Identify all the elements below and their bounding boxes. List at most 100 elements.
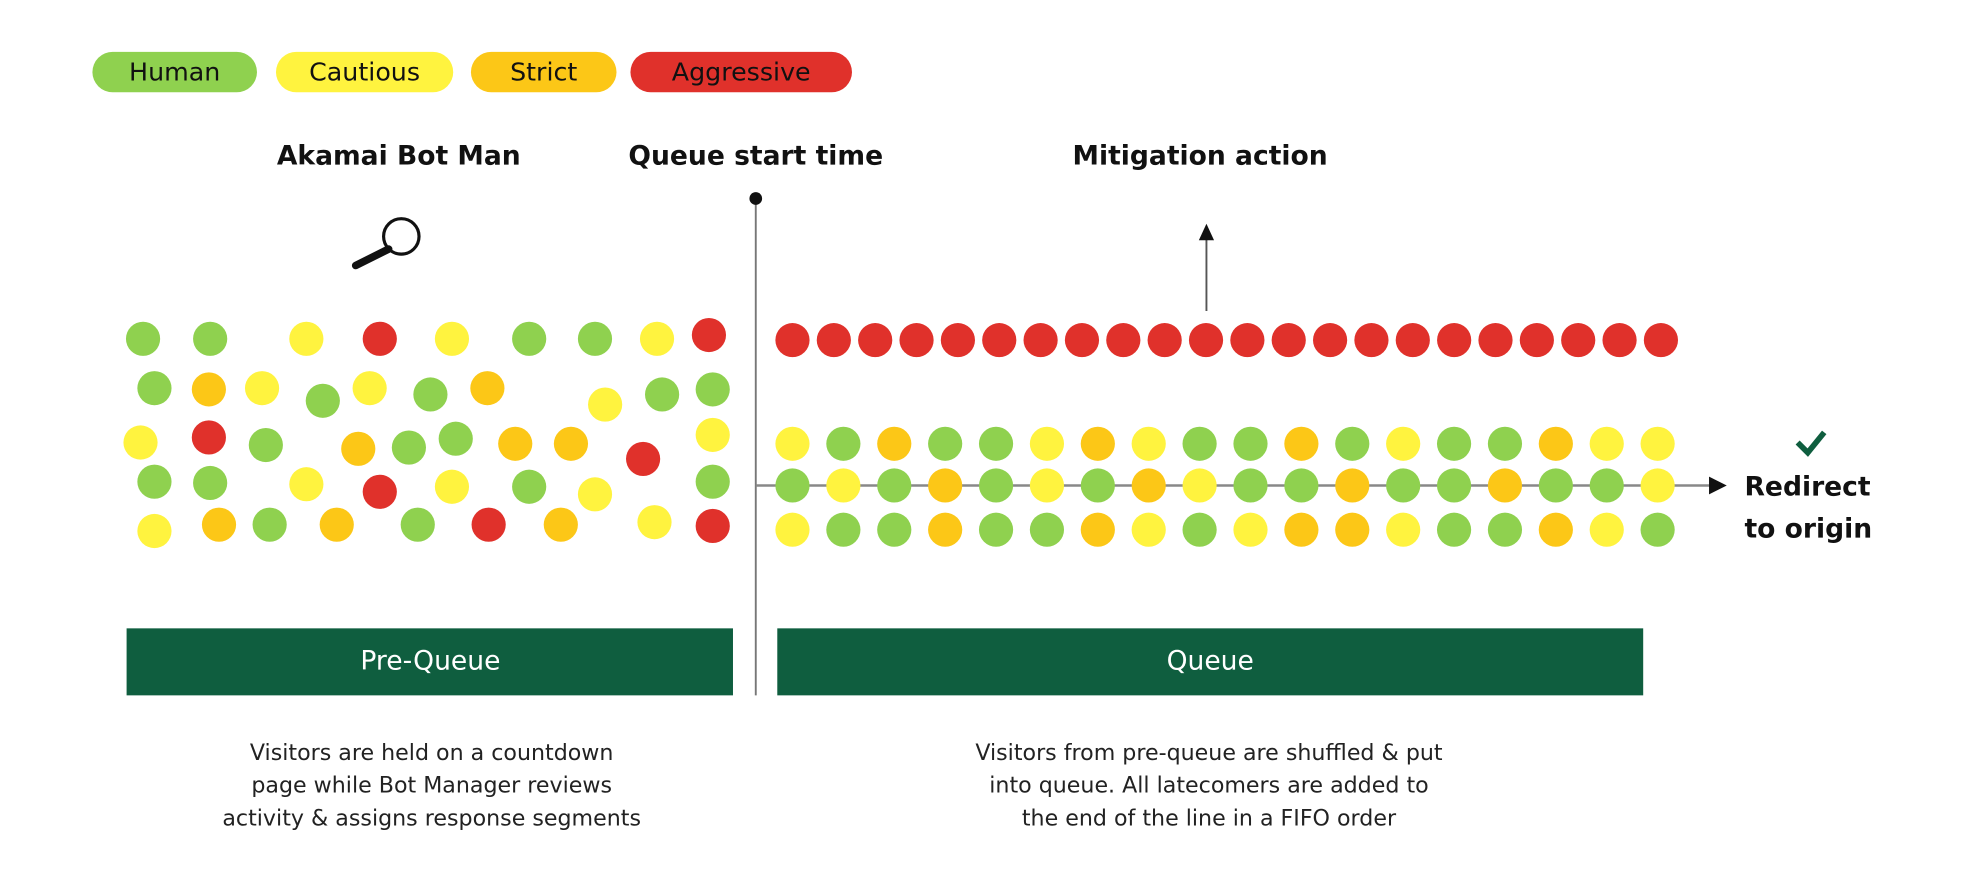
pre-queue-caption-3: activity & assigns response segments <box>222 806 641 832</box>
queue-bar: Queue <box>777 628 1644 696</box>
redirect-label-line1: Redirect <box>1744 472 1870 503</box>
visitor-dot-human <box>577 321 613 356</box>
heading-queue-start: Queue start time <box>628 140 883 171</box>
visitor-dot-aggressive <box>191 420 226 455</box>
visitor-dot-aggressive <box>362 474 397 509</box>
visitor-dot-strict <box>1080 512 1115 547</box>
visitor-dot-strict <box>191 372 226 407</box>
visitor-dot-strict <box>1538 426 1573 461</box>
visitor-dot-human <box>1436 512 1472 547</box>
visitor-dot-strict <box>1487 468 1523 503</box>
legend-item-strict: Strict <box>470 51 617 93</box>
visitor-dot-human <box>775 468 810 503</box>
visitor-dot-human <box>391 430 426 465</box>
visitor-dot-aggressive <box>982 323 1017 358</box>
visitor-dot-aggressive <box>1106 323 1141 358</box>
visitor-dot-cautious <box>826 468 861 503</box>
visitor-dot-human <box>1436 468 1472 503</box>
visitor-dot-strict <box>1335 512 1370 547</box>
pre-queue-caption-2: page while Bot Manager reviews <box>251 773 612 799</box>
visitor-dot-aggressive <box>471 507 506 542</box>
visitor-dot-aggressive <box>899 323 934 358</box>
mitigation-arrow <box>1198 223 1215 312</box>
visitor-dot-human <box>1233 426 1268 461</box>
heading-mitigation: Mitigation action <box>1073 140 1328 171</box>
visitor-dot-cautious <box>588 387 623 422</box>
visitor-dot-aggressive <box>695 508 730 544</box>
visitor-dot-human <box>978 468 1014 503</box>
visitor-dot-cautious <box>244 371 280 406</box>
legend-label: Strict <box>510 58 577 87</box>
visitor-dot-strict <box>319 507 354 542</box>
visitor-dot-strict <box>1335 468 1370 503</box>
visitor-dot-strict <box>877 426 912 461</box>
redirect-label-line2: to origin <box>1744 513 1872 544</box>
visitor-dot-strict <box>1080 426 1115 461</box>
visitor-dot-aggressive <box>1561 323 1596 358</box>
visitor-dot-strict <box>553 426 589 461</box>
visitor-dot-aggressive <box>1312 323 1348 358</box>
visitor-dot-cautious <box>137 513 172 549</box>
legend-swatch <box>630 51 852 93</box>
visitor-dot-human <box>1640 512 1675 547</box>
visitor-dot-human <box>877 468 912 503</box>
legend-swatch <box>470 51 617 93</box>
visitor-dot-strict <box>1131 468 1166 503</box>
visitor-dot-aggressive <box>1147 323 1182 358</box>
visitor-dot-strict <box>498 426 533 461</box>
queue-caption-3: the end of the line in a FIFO order <box>1022 806 1397 832</box>
visitor-dot-aggressive <box>1478 323 1513 358</box>
visitor-dot-human <box>1182 512 1217 547</box>
visitor-dot-human <box>1589 468 1624 503</box>
visitor-dot-cautious <box>434 469 470 504</box>
visitor-dot-human <box>1284 468 1319 503</box>
heading-bot-manager: Akamai Bot Man <box>277 140 521 171</box>
visitor-dot-human <box>877 512 912 547</box>
visitor-dot-strict <box>928 468 963 503</box>
visitor-dot-human <box>826 512 861 547</box>
visitor-dot-strict <box>928 512 963 547</box>
queue-caption-1: Visitors from pre-queue are shuffled & p… <box>975 740 1443 766</box>
visitor-dot-human <box>1335 426 1370 461</box>
magnifier-icon <box>351 217 421 270</box>
visitor-dot-human <box>978 512 1014 547</box>
visitor-dot-cautious <box>695 417 730 452</box>
visitor-dot-cautious <box>289 321 324 356</box>
visitor-dot-human <box>137 464 172 499</box>
visitor-dot-aggressive <box>691 317 727 353</box>
visitor-dot-aggressive <box>1188 323 1224 358</box>
visitor-dot-human <box>400 507 435 542</box>
visitor-dot-cautious <box>1131 512 1166 547</box>
visitor-dot-aggressive <box>1437 323 1472 358</box>
visitor-dot-cautious <box>1640 468 1675 503</box>
visitor-dot-human <box>1487 512 1523 547</box>
visitor-dot-aggressive <box>940 323 975 358</box>
visitor-dot-cautious <box>1233 512 1268 547</box>
visitor-dot-human <box>413 377 448 412</box>
visitor-dot-cautious <box>1131 426 1166 461</box>
visitor-dot-cautious <box>639 321 675 356</box>
legend-swatch <box>275 51 454 93</box>
visitor-dot-cautious <box>123 425 158 460</box>
visitor-dot-human <box>252 507 287 542</box>
visitor-dot-human <box>125 321 161 356</box>
visitor-dot-strict <box>1538 512 1573 547</box>
legend-item-cautious: Cautious <box>275 51 454 93</box>
visitor-dot-cautious <box>1640 426 1675 461</box>
visitor-dot-human <box>928 426 963 461</box>
visitor-dot-strict <box>201 507 237 542</box>
visitor-dot-human <box>695 464 730 499</box>
pre-queue-visitors <box>123 317 730 549</box>
visitor-dot-aggressive <box>1602 323 1637 358</box>
visitor-dot-human <box>1538 468 1573 503</box>
visitor-dot-cautious <box>1589 426 1624 461</box>
visitor-dot-aggressive <box>1643 323 1679 358</box>
visitor-dot-human <box>1029 512 1065 547</box>
legend-label: Human <box>129 58 220 87</box>
visitor-dot-human <box>438 421 473 456</box>
visitor-dot-aggressive <box>626 441 661 477</box>
legend: Human Cautious Strict Aggressive <box>92 51 852 93</box>
visitor-dot-human <box>305 383 340 418</box>
visitor-dot-strict <box>543 507 578 542</box>
